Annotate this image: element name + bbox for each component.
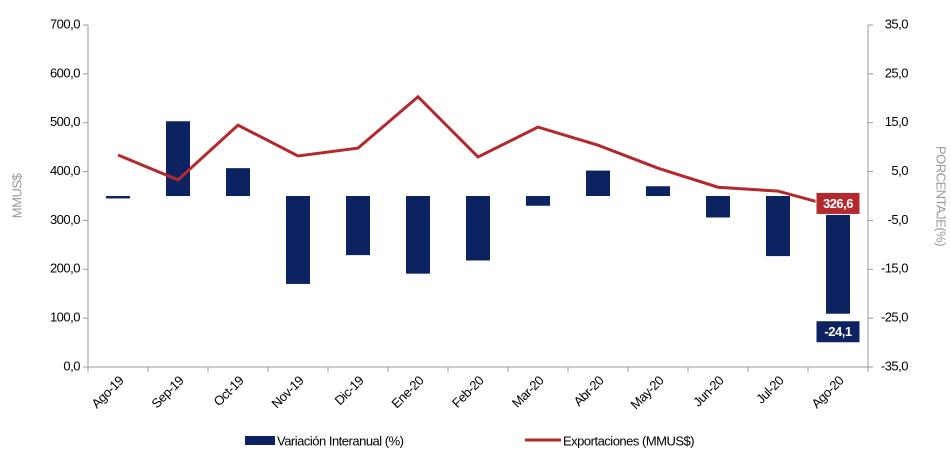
y-axis-label: MMUS$ [9,173,24,219]
x-tick-label: Abr-20 [570,373,606,409]
y2-tick-label: 35,0 [885,16,909,31]
y2-tick-label: 15,0 [885,114,909,129]
x-tick-label: Ago-20 [808,373,846,411]
x-tick-label: Dic-19 [331,373,366,408]
y2-axis-label: PORCENTAJE(%) [934,146,949,246]
y2-tick-label: -5,0 [888,212,909,227]
x-tick-label: Nov-19 [268,373,306,411]
bar [226,168,250,196]
bar [766,196,790,257]
bar [586,170,610,196]
x-tick-label: Ago-19 [88,373,126,411]
bar [106,196,130,199]
bar [346,196,370,256]
y-tick-label: 200,0 [50,261,80,276]
y-tick-label: 700,0 [50,16,80,31]
y-tick-label: 100,0 [50,310,80,325]
legend-label: Exportaciones (MMUS$) [563,433,694,448]
bar [706,196,730,218]
data-label: -24,1 [824,324,851,339]
x-tick-label: Ene-20 [388,373,426,411]
legend-label: Variación Interanual (%) [277,433,404,448]
y2-tick-label: -35,0 [881,358,908,373]
bar [646,186,670,196]
y-tick-label: 600,0 [50,65,80,80]
x-tick-label: Oct-19 [210,373,246,409]
bar [166,121,190,196]
y2-tick-label: 5,0 [891,163,908,178]
bar [826,196,850,314]
x-tick-label: Jul-20 [753,373,787,407]
legend-swatch [245,436,275,445]
x-tick-label: Feb-20 [449,373,487,411]
y-tick-label: 400,0 [50,163,80,178]
bar [466,196,490,261]
y-tick-label: 500,0 [50,114,80,129]
line [117,94,839,209]
bar [406,196,430,274]
y-tick-label: 0,0 [63,358,80,373]
x-tick-label: May-20 [627,373,666,412]
y2-tick-label: -25,0 [881,310,908,325]
y2-tick-label: -15,0 [881,261,908,276]
bar [526,196,550,206]
y-tick-label: 300,0 [50,212,80,227]
x-tick-label: Sep-19 [148,373,186,411]
x-tick-label: Jun-20 [690,373,727,410]
bar [286,196,310,284]
data-label: 326,6 [823,196,853,211]
data-label-box [815,191,861,215]
y2-tick-label: 25,0 [885,65,909,80]
x-tick-label: Mar-20 [509,373,547,411]
data-label-box [815,320,861,344]
